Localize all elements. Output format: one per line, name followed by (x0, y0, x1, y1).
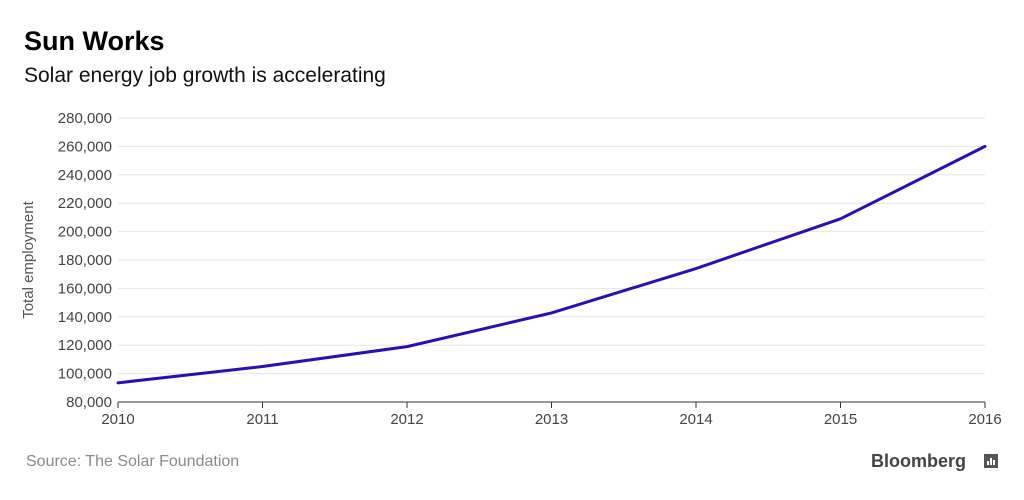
x-tick-label: 2014 (679, 411, 712, 428)
y-tick-label: 160,000 (58, 280, 112, 297)
y-tick-labels: 80,000 100,000 120,000 140,000 160,000 180,00… (58, 110, 112, 411)
x-tick-label: 2015 (824, 411, 857, 428)
chart-title: Sun Works (24, 26, 165, 56)
y-tick-label: 280,000 (58, 110, 112, 127)
x-tick-label: 2013 (535, 411, 568, 428)
y-axis-label: Total employment (20, 200, 37, 318)
series-layer (116, 144, 987, 385)
y-tick-label: 180,000 (58, 252, 112, 269)
y-tick-label: 220,000 (58, 195, 112, 212)
line-chart: 80,000 100,000 120,000 140,000 160,000 180,00… (20, 110, 1002, 428)
y-tick-label: 100,000 (58, 366, 112, 383)
y-tick-label: 140,000 (58, 309, 112, 326)
series-line (116, 144, 987, 385)
source-note: Source: The Solar Foundation (26, 453, 240, 470)
chart-subtitle: Solar energy job growth is accelerating (24, 64, 386, 87)
bloomberg-chart-icon (984, 454, 998, 468)
bloomberg-logo: Bloomberg (870, 451, 966, 471)
y-tick-label: 200,000 (58, 224, 112, 241)
y-tick-label: 120,000 (58, 337, 112, 354)
y-tick-label: 80,000 (66, 394, 112, 411)
grid-lines (118, 117, 985, 375)
x-axis (117, 401, 986, 408)
y-tick-label: 240,000 (58, 167, 112, 184)
y-tick-label: 260,000 (58, 138, 112, 155)
x-tick-label: 2011 (246, 411, 278, 428)
x-tick-label: 2016 (968, 411, 1001, 428)
x-tick-label: 2012 (390, 411, 423, 428)
x-tick-label: 2010 (101, 411, 134, 428)
x-tick-labels: 2010 2011 2012 2013 2014 2015 2016 (101, 411, 1001, 428)
